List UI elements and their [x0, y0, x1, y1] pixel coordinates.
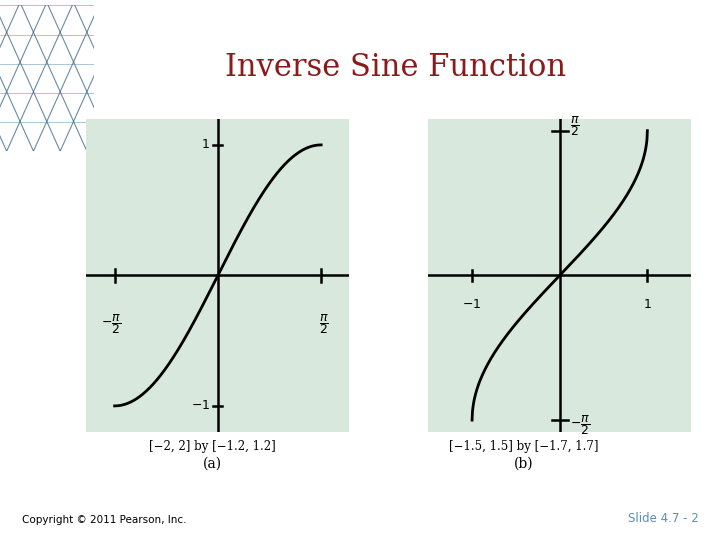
- Text: $1$: $1$: [201, 138, 210, 151]
- Text: $-1$: $-1$: [191, 400, 210, 413]
- Text: [−2, 2] by [−1.2, 1.2]: [−2, 2] by [−1.2, 1.2]: [149, 440, 276, 453]
- Text: Copyright © 2011 Pearson, Inc.: Copyright © 2011 Pearson, Inc.: [22, 515, 186, 525]
- Text: $\dfrac{\pi}{2}$: $\dfrac{\pi}{2}$: [570, 114, 580, 138]
- Text: (b): (b): [514, 456, 534, 470]
- Text: (a): (a): [203, 456, 222, 470]
- Text: $-\dfrac{\pi}{2}$: $-\dfrac{\pi}{2}$: [101, 312, 122, 336]
- Text: $-\dfrac{\pi}{2}$: $-\dfrac{\pi}{2}$: [570, 413, 590, 437]
- Text: Inverse Sine Function: Inverse Sine Function: [225, 52, 567, 83]
- Text: [−1.5, 1.5] by [−1.7, 1.7]: [−1.5, 1.5] by [−1.7, 1.7]: [449, 440, 599, 453]
- Text: $1$: $1$: [643, 299, 652, 312]
- Text: Slide 4.7 - 2: Slide 4.7 - 2: [628, 512, 698, 525]
- Text: $-1$: $-1$: [462, 299, 482, 312]
- Text: $\dfrac{\pi}{2}$: $\dfrac{\pi}{2}$: [320, 312, 330, 336]
